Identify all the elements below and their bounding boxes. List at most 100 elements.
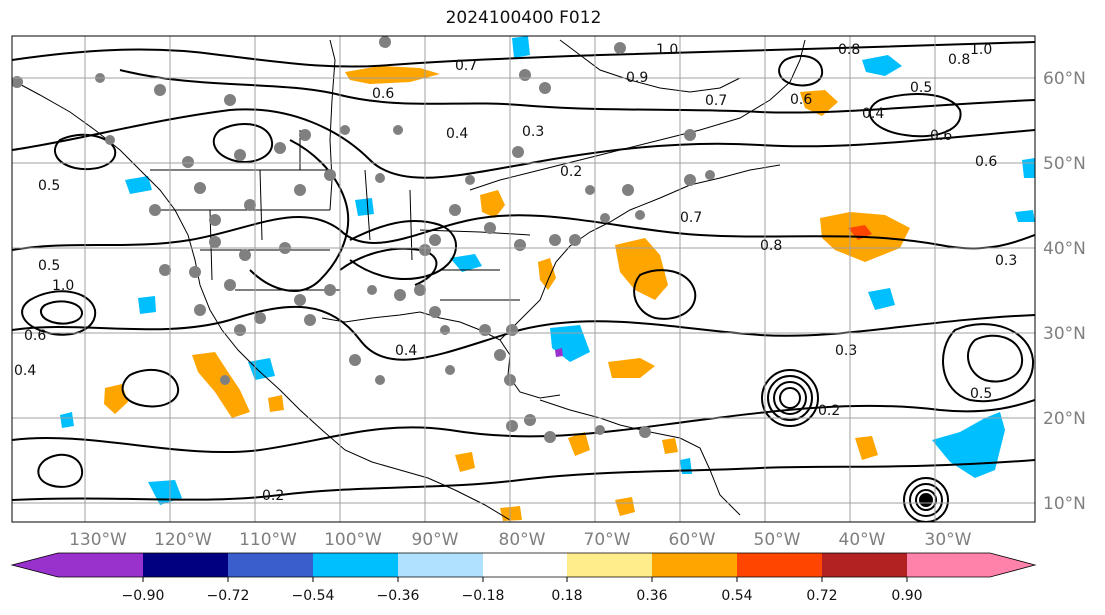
lat-label: 50°N (1043, 154, 1086, 174)
lon-label: 60°W (669, 530, 716, 550)
lon-label: 70°W (584, 530, 631, 550)
contour-label: 0.5 (38, 178, 60, 194)
lon-label: 100°W (324, 530, 382, 550)
contour-label: 0.6 (24, 328, 46, 344)
colorbar-segment (737, 553, 822, 577)
map-title: 2024100400 F012 (445, 8, 602, 28)
contour-label: 0.2 (818, 403, 840, 419)
colorbar-tick-label: −0.54 (292, 588, 335, 604)
contour-label: 0.3 (995, 253, 1017, 269)
cyan-blob (60, 412, 74, 428)
lat-label: 30°N (1043, 324, 1086, 344)
lat-label: 10°N (1043, 494, 1086, 514)
lon-label: 110°W (239, 530, 297, 550)
contour-label: 0.7 (680, 210, 702, 226)
orange-blob (800, 90, 838, 116)
gridlines (12, 36, 1035, 522)
contour-label: 0.8 (760, 238, 782, 254)
colorbar-segment (567, 553, 652, 577)
cyan-blob (1015, 210, 1035, 222)
colorbar-outline (10, 552, 1037, 578)
cyan-blob (355, 198, 374, 216)
shading-layer (60, 36, 1035, 521)
contour-label: 0.4 (862, 106, 884, 122)
colorbar-tick-label: 0.72 (806, 588, 837, 604)
lon-label: 50°W (754, 530, 801, 550)
orange-blob (345, 66, 440, 84)
cyan-blob (932, 412, 1005, 478)
contour-label: 0.6 (930, 128, 952, 144)
orange-blob (192, 352, 250, 418)
lat-label: 40°N (1043, 239, 1086, 259)
colorbar-segment (483, 553, 567, 577)
lat-label: 60°N (1043, 69, 1086, 89)
cyan-blob (1022, 158, 1035, 178)
observation-dots (12, 36, 715, 443)
colorbar-tick-label: 0.18 (551, 588, 582, 604)
colorbar-segment (398, 553, 483, 577)
orange-blob (662, 438, 678, 454)
contour-label: 0.8 (948, 52, 970, 68)
cyan-blob (862, 55, 902, 76)
orange-blob (608, 358, 655, 378)
contour-label: 0.8 (838, 42, 860, 58)
orange-blob (500, 506, 522, 521)
contour-labels: 1.0 0.6 0.7 0.4 0.9 0.8 1.0 0.8 0.7 0.5 … (14, 42, 1017, 504)
orange-blob (615, 497, 635, 516)
lon-label: 80°W (499, 530, 546, 550)
colorbar: −0.90 −0.72 −0.54 −0.36 −0.18 0.18 0.36 … (10, 552, 1037, 604)
contour-label: 0.5 (38, 258, 60, 274)
contour-label: 0.4 (14, 363, 36, 379)
orange-blob (455, 452, 475, 472)
contour-label: 0.2 (262, 488, 284, 504)
latitude-labels: 60°N 50°N 40°N 30°N 20°N 10°N (1043, 69, 1086, 514)
contour-lines (12, 41, 1035, 501)
orange-blob (615, 238, 668, 300)
colorbar-tick-label: −0.90 (122, 588, 165, 604)
contour-label: 0.5 (970, 386, 992, 402)
longitude-labels: 130°W 120°W 110°W 100°W 90°W 80°W 70°W 6… (69, 530, 972, 550)
colorbar-segment (652, 553, 737, 577)
contour-label: 0.7 (705, 93, 727, 109)
lon-label: 40°W (839, 530, 886, 550)
cyan-blob (125, 176, 152, 194)
cyan-blob (512, 36, 530, 58)
lon-label: 30°W (925, 530, 972, 550)
colorbar-segment (822, 553, 907, 577)
colorbar-segment (313, 553, 398, 577)
contour-label: 0.7 (455, 58, 477, 74)
colorbar-tick-label: 0.36 (636, 588, 667, 604)
contour-label: 0.4 (395, 343, 417, 359)
colorbar-tick-label: −0.36 (377, 588, 420, 604)
contour-label: 0.6 (975, 154, 997, 170)
orange-blob (855, 436, 878, 460)
colorbar-segment (143, 553, 228, 577)
colorbar-tick-label: 0.90 (891, 588, 922, 604)
orange-blob (480, 190, 505, 218)
colorbar-segment (907, 553, 1035, 577)
lon-label: 90°W (412, 530, 459, 550)
colorbar-tick-label: −0.18 (462, 588, 505, 604)
colorbar-tick-label: 0.54 (721, 588, 752, 604)
contour-label: 0.4 (446, 126, 468, 142)
contour-label: 1.0 (656, 42, 678, 58)
contour-label: 1.0 (52, 278, 74, 294)
contour-label: 0.9 (626, 70, 648, 86)
colorbar-segment (12, 553, 143, 577)
contour-label: 0.5 (910, 80, 932, 96)
contour-label: 0.6 (790, 92, 812, 108)
cyan-blob (868, 288, 895, 310)
colorbar-segment (228, 553, 313, 577)
cyan-blob (450, 254, 482, 272)
colorbar-tick-label: −0.72 (207, 588, 250, 604)
contour-label: 0.2 (560, 164, 582, 180)
lat-label: 20°N (1043, 409, 1086, 429)
lon-label: 130°W (69, 530, 127, 550)
purple-blob (555, 348, 563, 357)
contour-label: 0.6 (372, 86, 394, 102)
map-frame (11, 35, 1036, 523)
contour-label: 0.3 (835, 343, 857, 359)
lon-label: 120°W (154, 530, 212, 550)
orange-blob (538, 258, 556, 290)
